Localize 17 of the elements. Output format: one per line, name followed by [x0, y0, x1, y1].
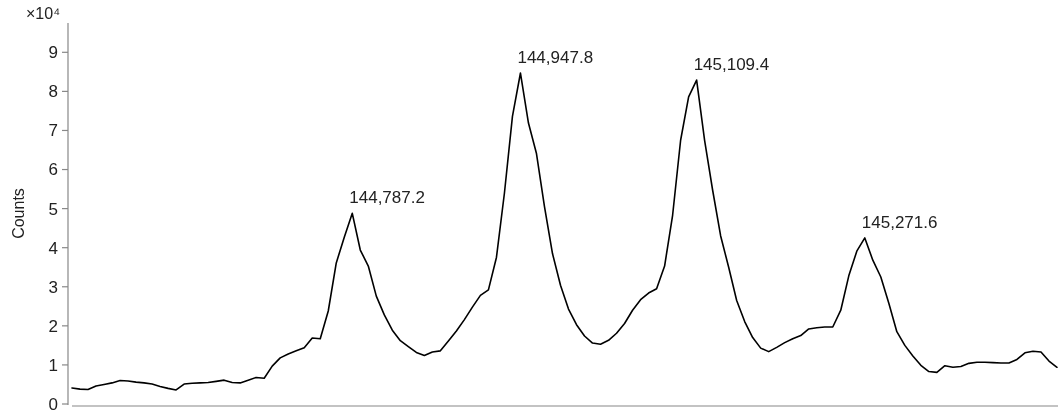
y-tick-label: 3	[48, 277, 58, 297]
annotation: 144,787.2	[349, 188, 425, 208]
line-series	[71, 72, 1058, 391]
text: ×10⁴	[26, 5, 61, 22]
annotation: 145,109.4	[693, 55, 770, 75]
y-tick-label: 2	[48, 316, 58, 336]
y-tick-label: 0	[48, 394, 58, 412]
y-tick-label: 5	[48, 199, 58, 219]
y-tick-label: 4	[48, 238, 58, 258]
y-tick-label: 1	[48, 355, 58, 375]
annotation: 145,271.6	[861, 212, 938, 232]
y-tick-label: 6	[48, 160, 58, 180]
annotation: 144,947.8	[517, 48, 594, 68]
y-tick-label: 9	[48, 43, 58, 63]
y-tick-label: 8	[48, 82, 58, 102]
y-axis-title: Counts	[10, 188, 27, 239]
y-tick-label: 7	[48, 121, 58, 141]
